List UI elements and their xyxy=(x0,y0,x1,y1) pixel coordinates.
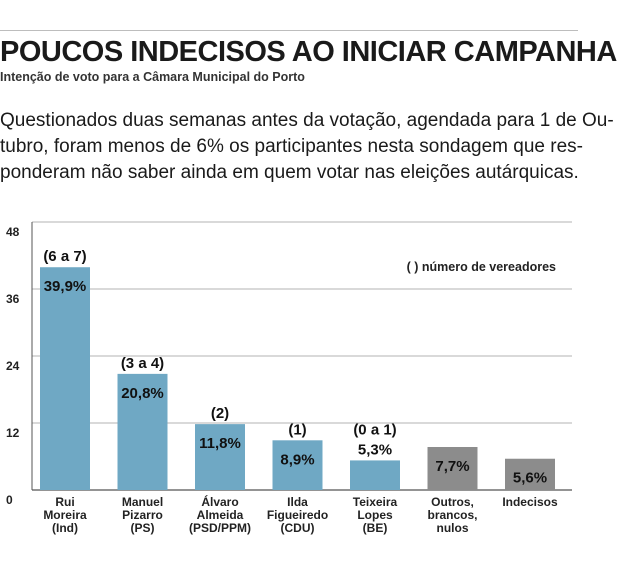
category-label: Indecisos xyxy=(502,495,558,509)
bar xyxy=(195,424,245,490)
y-tick-label: 24 xyxy=(6,359,20,373)
data-label: 11,8% xyxy=(199,435,241,452)
intro-line-1: Questionados duas semanas antes da votaç… xyxy=(0,110,614,131)
category-label: (BE) xyxy=(363,521,388,535)
y-tick-label: 12 xyxy=(6,426,20,440)
bar xyxy=(427,447,478,490)
data-label: 39,9% xyxy=(44,278,87,295)
category-label: brancos, xyxy=(427,508,477,522)
category-label: Figueiredo xyxy=(267,508,328,522)
seat-label: (2) xyxy=(211,405,229,422)
y-tick-label: 48 xyxy=(6,225,20,239)
intro-text: Questionados duas semanas antes da votaç… xyxy=(0,108,614,186)
data-label: 5,6% xyxy=(513,470,547,487)
seat-label: (0 a 1) xyxy=(353,421,396,438)
category-label: (CDU) xyxy=(281,521,315,535)
chart-subtitle: Intenção de voto para a Câmara Municipal… xyxy=(0,70,305,84)
y-tick-label: 36 xyxy=(6,292,20,306)
data-label: 7,7% xyxy=(435,458,469,475)
category-label: (PSD/PPM) xyxy=(189,521,251,535)
data-label: 20,8% xyxy=(121,385,164,402)
category-label: Lopes xyxy=(357,508,393,522)
intro-line-2: tubro, foram menos de 6% os participante… xyxy=(0,136,583,157)
category-label: Outros, xyxy=(431,495,474,509)
bar xyxy=(272,440,323,490)
chart-title: POUCOS INDECISOS AO INICIAR CAMPANHA xyxy=(0,36,617,68)
seat-label: (1) xyxy=(288,421,306,438)
bar-chart: 0 12 24 36 48 ( ) número de vereadores 39,9% (6… xyxy=(6,221,572,535)
seat-label: (6 a 7) xyxy=(43,248,86,265)
chart-note: ( ) número de vereadores xyxy=(407,260,556,274)
category-label: (PS) xyxy=(131,521,155,535)
category-label: nulos xyxy=(437,521,469,535)
category-label: Álvaro xyxy=(201,494,238,509)
bar xyxy=(117,373,168,490)
top-rule xyxy=(0,30,578,31)
category-label: Teixeira xyxy=(353,495,398,509)
bar xyxy=(505,458,555,490)
category-label: Ilda xyxy=(287,495,308,509)
category-label: Moreira xyxy=(43,508,87,522)
data-label: 8,9% xyxy=(280,451,314,468)
bar xyxy=(350,460,400,490)
bar xyxy=(40,267,90,490)
seat-label: (3 a 4) xyxy=(121,355,164,372)
category-label: Manuel xyxy=(122,495,163,509)
category-label: Pizarro xyxy=(122,508,163,522)
intro-line-3: ponderam não saber ainda em quem votar n… xyxy=(0,162,579,183)
category-label: (Ind) xyxy=(52,521,78,535)
category-label: Almeida xyxy=(197,508,244,522)
y-tick-label: 0 xyxy=(6,493,13,507)
data-label: 5,3% xyxy=(358,441,392,458)
category-label: Rui xyxy=(55,495,74,509)
